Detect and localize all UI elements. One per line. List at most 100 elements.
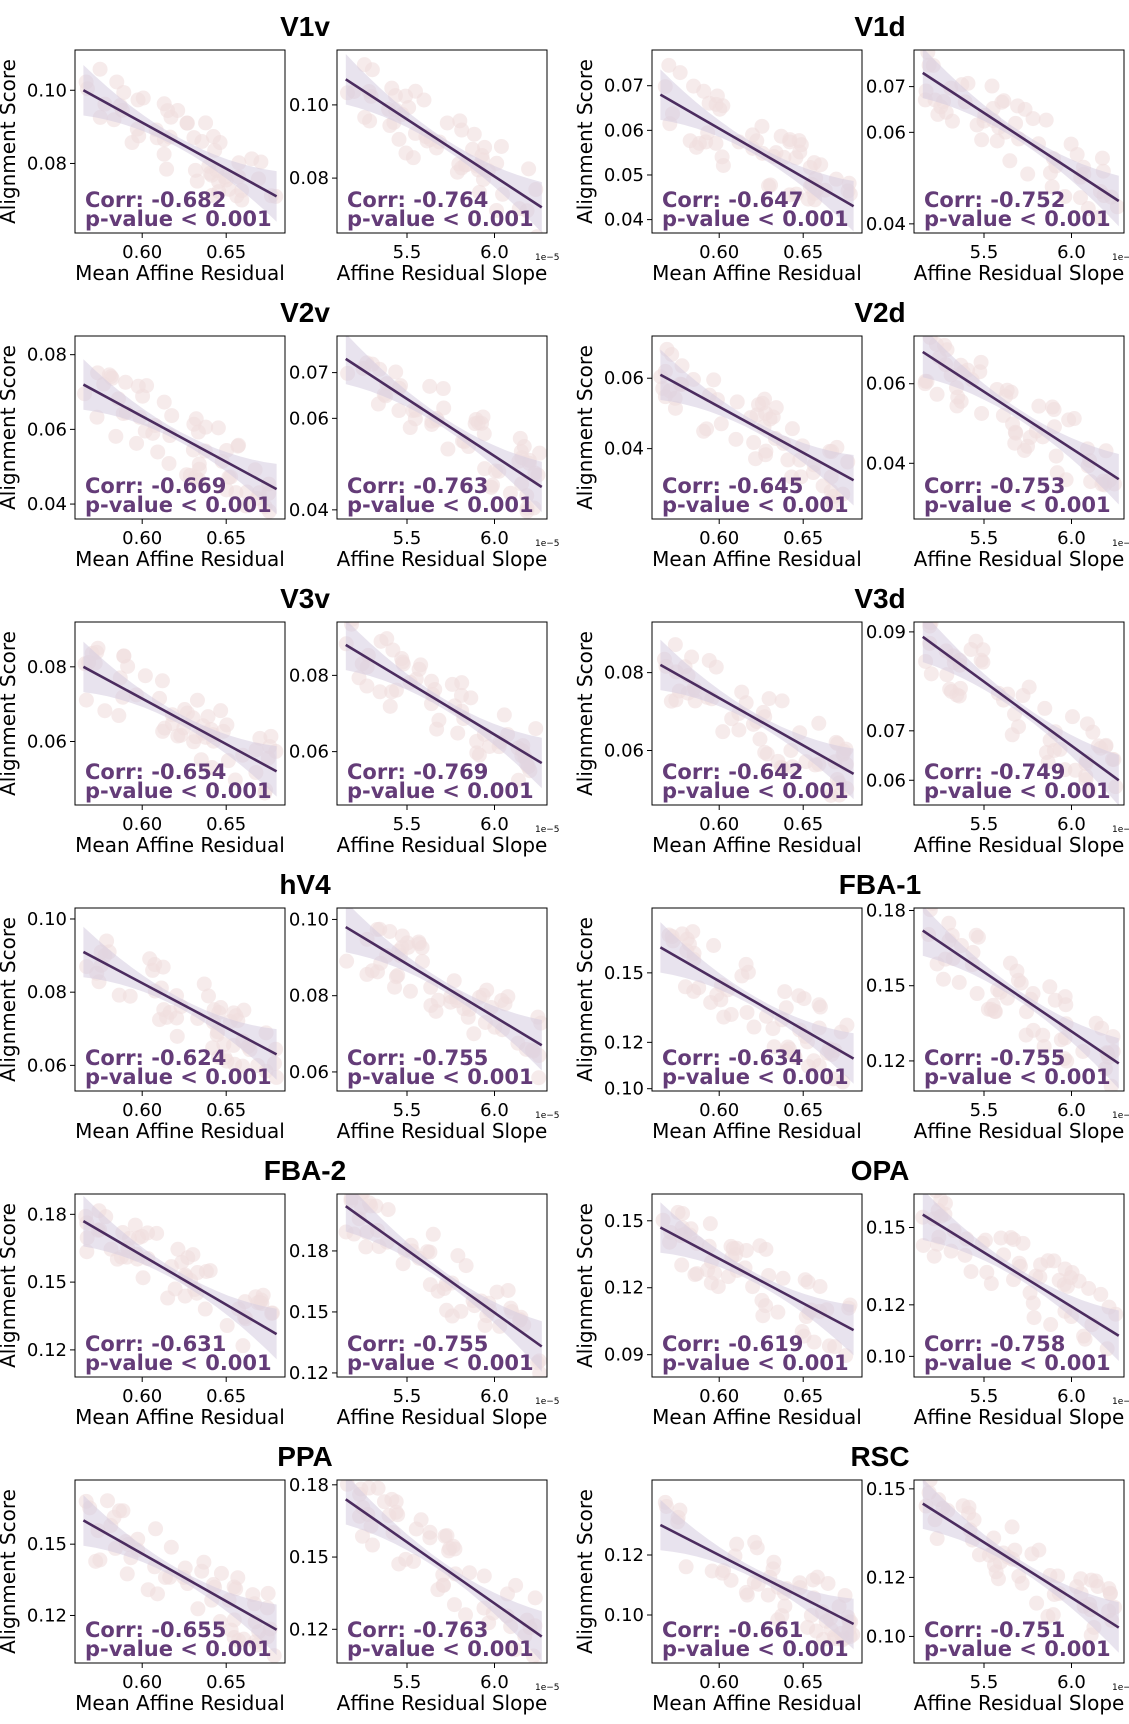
axes-frame [651,1479,863,1664]
x-tick-label: 5.5 [393,1100,422,1121]
regression-line [659,1523,855,1626]
y-tick-label: 0.06 [866,122,906,143]
axes-frame [74,1193,286,1378]
plot-area [656,637,855,803]
scatter-point [984,78,1000,94]
confidence-band [922,1194,1119,1361]
x-tick-label: 5.5 [970,528,999,549]
x-axis-label: Affine Residual Slope [914,261,1125,285]
plot-area [78,61,284,222]
scatter-point [1077,1331,1093,1347]
scatter-point [826,488,842,504]
x-tick-label: 6.0 [480,1386,509,1407]
regression-line [921,635,1120,782]
scatter-point [703,994,719,1010]
scatter-point [780,452,796,468]
correlation-text: Corr: -0.682 [85,188,226,212]
y-tick-label: 0.08 [27,982,67,1003]
y-axis-label: Alignment Score [0,631,20,796]
scatter-point [388,1494,404,1510]
x-tick-label: 0.65 [206,1386,246,1407]
scatter-point [752,731,768,747]
scatter-point [1079,716,1095,732]
y-tick-label: 0.07 [866,721,906,742]
y-tick-label: 0.12 [289,1619,329,1640]
scatter-point [915,1237,931,1253]
scatter-point [137,668,153,684]
scatter-point [466,126,482,142]
scatter-point [179,115,195,131]
scatter-point [213,703,229,719]
scatter-point [373,633,389,649]
scatter-point [189,173,205,189]
scatter-point [382,118,398,134]
scatter-point [751,397,767,413]
scatter-point [800,1619,816,1635]
x-tick-label: 0.60 [699,242,739,263]
scatter-point [97,703,113,719]
p-value-text: p-value < 0.001 [662,207,849,231]
scatter-point [1081,1280,1097,1296]
scatter-point [1010,972,1026,988]
scatter-point [1044,179,1060,195]
p-value-text: p-value < 0.001 [924,1351,1111,1375]
scatter-point [388,1504,404,1520]
axes-frame [913,49,1125,234]
p-value-text: p-value < 0.001 [662,493,849,517]
x-tick-label: 6.0 [1057,814,1086,835]
scatter-point [127,1217,143,1233]
scatter-point [944,113,960,129]
scatter-point [762,411,778,427]
p-value-text: p-value < 0.001 [347,1351,534,1375]
scatter-point [715,157,731,173]
scatter-point [701,95,717,111]
scatter-point [400,939,416,955]
p-value-text: p-value < 0.001 [924,207,1111,231]
scatter-point [731,722,747,738]
scatter-point [458,1607,474,1623]
regression-line [345,78,543,209]
scatter-point [145,962,161,978]
scatter-point [435,381,451,397]
scatter-point [757,744,773,760]
plot-area [653,341,856,511]
y-tick-label: 0.12 [289,1363,329,1384]
scatter-point [362,113,378,129]
scatter-point [935,971,951,987]
scatter-point [1020,166,1036,182]
y-tick-label: 0.06 [289,408,329,429]
scatter-point [200,709,216,725]
y-axis-label: Alignment Score [0,1203,20,1368]
chart-title: hV4 [279,869,331,900]
y-tick-label: 0.08 [289,665,329,686]
y-tick-label: 0.10 [604,1605,644,1626]
scatter-point [476,1568,492,1584]
plot-area [339,1480,544,1663]
plot-area [659,922,855,1090]
scatter-point [838,1348,854,1364]
scatter-point [186,130,202,146]
scatter-point [806,1334,822,1350]
x-axis-label: Mean Affine Residual [75,261,285,285]
scatter-point [971,1547,987,1563]
y-tick-label: 0.06 [27,732,67,753]
scatter-point [926,908,939,911]
scatter-point [811,715,827,731]
panel-v2v-left: 0.60 0.65 0.04 0.06 0.08 Corr: -0.669p-value … [0,335,286,571]
scatter-point [212,1614,228,1630]
y-tick-label: 0.15 [866,976,906,997]
y-tick-label: 0.09 [604,1345,644,1366]
scatter-point [1043,1317,1059,1333]
axes-frame [913,1479,1125,1664]
y-tick-label: 0.12 [604,1278,644,1299]
scatter-point [1033,1257,1049,1273]
offset-text: 1e−5 [1112,253,1129,263]
axes-frame [913,1193,1125,1378]
axes-frame [74,907,286,1092]
scatter-point [135,90,151,106]
plot-area [340,54,544,233]
axes-frame [336,335,548,520]
y-tick-label: 0.10 [604,1079,644,1100]
scatter-point [516,439,532,455]
